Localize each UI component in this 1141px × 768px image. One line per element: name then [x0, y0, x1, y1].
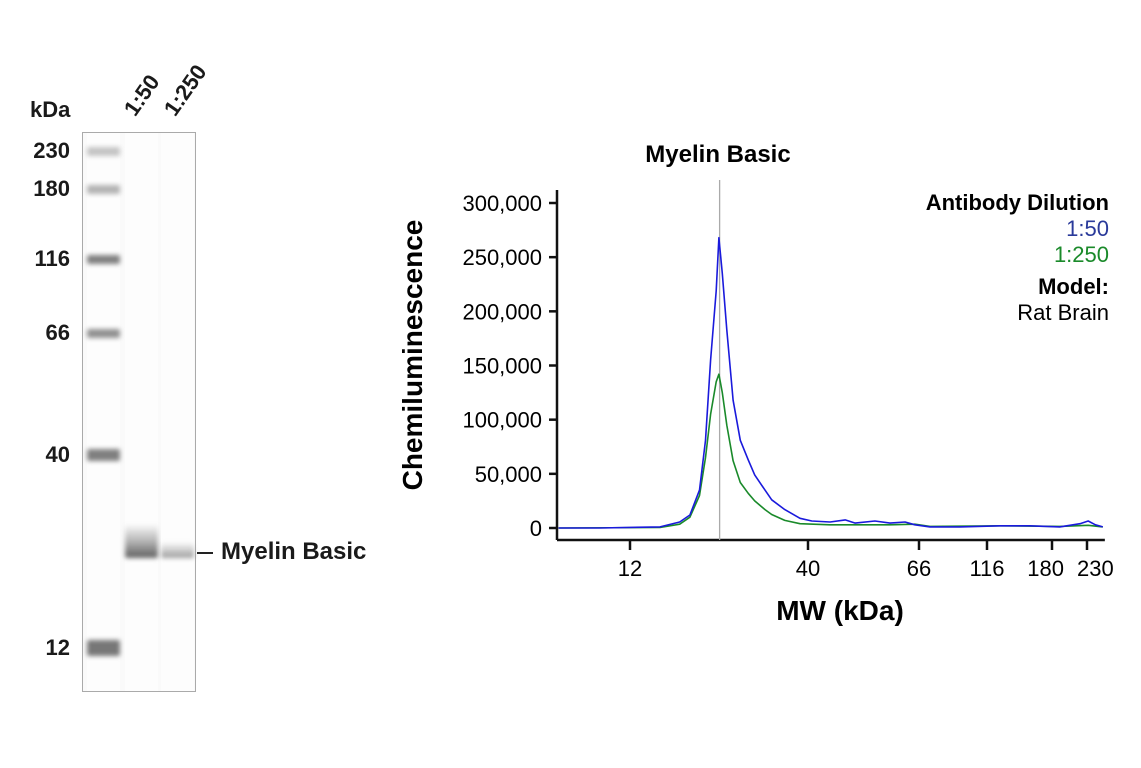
y-tick-label: 200,000 [462, 299, 542, 324]
y-tick-label: 100,000 [462, 408, 542, 433]
ladder-band-116 [87, 254, 120, 264]
ladder-label-12: 12 [45, 635, 70, 660]
ladder-label-230: 230 [33, 138, 70, 163]
x-tick-label: 180 [1027, 556, 1064, 581]
ladder-band-180 [87, 184, 120, 194]
y-tick-label: 300,000 [462, 191, 542, 216]
model-label: Model: [1038, 274, 1109, 299]
y-tick-label: 50,000 [475, 462, 542, 487]
ladder-band-66 [87, 328, 120, 338]
ladder-band-230 [87, 146, 120, 156]
legend-item-2: 1:250 [1054, 242, 1109, 267]
series-line-1-250 [558, 373, 1103, 529]
x-tick-label: 230 [1077, 556, 1114, 581]
legend-item-1: 1:50 [1066, 216, 1109, 241]
x-tick-label: 40 [796, 556, 820, 581]
ladder-band-40 [87, 449, 120, 461]
ladder-lane [87, 133, 120, 691]
x-axis-label: MW (kDa) [776, 595, 904, 626]
chart-title: Myelin Basic [645, 141, 790, 168]
sample-lane-2 [161, 133, 194, 691]
x-tick-label: 66 [907, 556, 931, 581]
y-tick-label: 250,000 [462, 245, 542, 270]
ladder-band-12 [87, 640, 120, 656]
kda-label: kDa [30, 97, 71, 122]
band-label: Myelin Basic [221, 538, 367, 565]
ladder-label-40: 40 [45, 442, 70, 467]
ladder-label-66: 66 [45, 320, 70, 345]
model-value: Rat Brain [1017, 300, 1109, 325]
y-tick-label: 150,000 [462, 354, 542, 379]
ladder-label-116: 116 [34, 246, 71, 271]
y-tick-label: 0 [530, 516, 542, 541]
sample-band-2 [161, 542, 194, 558]
sample-band-1 [125, 524, 158, 558]
ladder-label-180: 180 [33, 176, 70, 201]
series-line-1-50 [558, 236, 1104, 529]
virtual-blot [82, 132, 196, 692]
legend-title: Antibody Dilution [926, 190, 1109, 215]
sample-lane-1 [125, 133, 158, 691]
band-pointer [197, 552, 213, 554]
x-tick-label: 116 [969, 556, 1004, 581]
x-tick-label: 12 [618, 556, 642, 581]
y-axis-label: Chemiluminescence [397, 220, 428, 491]
